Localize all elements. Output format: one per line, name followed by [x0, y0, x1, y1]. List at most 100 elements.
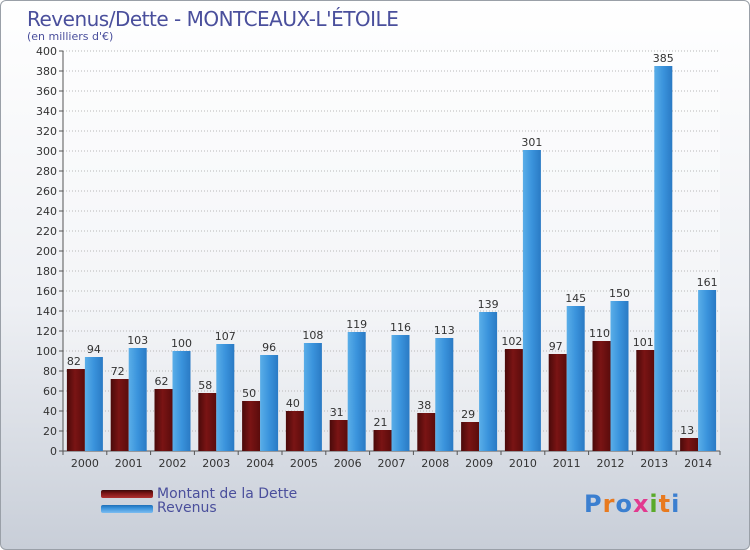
x-tick-label: 2013 — [640, 457, 668, 470]
bar-dette — [680, 438, 699, 451]
bar-dette — [636, 350, 655, 451]
bar-dette — [329, 420, 348, 451]
bar-revenus — [698, 290, 717, 451]
y-tick-label: 360 — [36, 85, 57, 98]
proxiti-logo: Proxiti — [584, 490, 681, 518]
data-label-dette: 50 — [242, 387, 256, 400]
x-tick-label: 2005 — [290, 457, 318, 470]
data-label-revenus: 113 — [434, 324, 455, 337]
legend-swatch-dette — [101, 490, 153, 498]
data-label-dette: 110 — [589, 327, 610, 340]
bar-dette — [242, 401, 261, 451]
legend-label-revenus: Revenus — [157, 500, 217, 516]
bar-dette — [373, 430, 392, 451]
x-tick-label: 2002 — [159, 457, 187, 470]
bar-revenus — [522, 150, 541, 451]
data-label-dette: 72 — [111, 365, 125, 378]
bar-revenus — [303, 343, 322, 451]
data-label-revenus: 94 — [87, 343, 101, 356]
bar-revenus — [260, 355, 279, 451]
bar-revenus — [216, 344, 235, 451]
data-label-revenus: 119 — [346, 318, 367, 331]
data-label-dette: 62 — [155, 375, 169, 388]
data-label-revenus: 385 — [653, 52, 674, 65]
bar-revenus — [391, 335, 410, 451]
bar-revenus — [610, 301, 629, 451]
data-label-revenus: 150 — [609, 287, 630, 300]
data-label-revenus: 116 — [390, 321, 411, 334]
legend-swatch-revenus — [101, 505, 153, 513]
y-tick-label: 400 — [36, 45, 57, 58]
bar-dette — [198, 393, 217, 451]
bar-dette — [548, 354, 567, 451]
data-label-dette: 21 — [374, 416, 388, 429]
data-label-revenus: 103 — [127, 334, 148, 347]
data-label-dette: 38 — [417, 399, 431, 412]
y-tick-label: 300 — [36, 145, 57, 158]
x-tick-label: 2010 — [509, 457, 537, 470]
data-label-revenus: 107 — [215, 330, 236, 343]
data-label-revenus: 161 — [697, 276, 718, 289]
y-tick-label: 60 — [43, 385, 57, 398]
x-tick-label: 2014 — [684, 457, 712, 470]
data-label-dette: 82 — [67, 355, 81, 368]
bar-dette — [66, 369, 85, 451]
chart-title: Revenus/Dette - MONTCEAUX-L'ÉTOILE — [27, 7, 399, 31]
x-tick-label: 2009 — [465, 457, 493, 470]
bar-revenus — [566, 306, 585, 451]
chart-subtitle: (en milliers d'€) — [27, 30, 114, 43]
bar-dette — [285, 411, 304, 451]
bar-dette — [154, 389, 173, 451]
bar-revenus — [172, 351, 191, 451]
bar-revenus — [128, 348, 147, 451]
x-tick-label: 2006 — [334, 457, 362, 470]
bar-dette — [504, 349, 523, 451]
data-label-dette: 29 — [461, 408, 475, 421]
x-tick-label: 2004 — [246, 457, 274, 470]
data-label-revenus: 100 — [171, 337, 192, 350]
data-label-revenus: 301 — [521, 136, 542, 149]
bar-dette — [417, 413, 436, 451]
data-label-revenus: 96 — [262, 341, 276, 354]
y-tick-label: 220 — [36, 225, 57, 238]
data-label-dette: 40 — [286, 397, 300, 410]
legend-label-dette: Montant de la Dette — [157, 486, 298, 502]
y-tick-label: 340 — [36, 105, 57, 118]
y-tick-label: 140 — [36, 305, 57, 318]
bar-revenus — [84, 357, 103, 451]
data-label-revenus: 108 — [302, 329, 323, 342]
y-tick-label: 40 — [43, 405, 57, 418]
data-label-dette: 58 — [198, 379, 212, 392]
bar-dette — [461, 422, 480, 451]
data-label-revenus: 139 — [478, 298, 499, 311]
data-label-dette: 101 — [633, 336, 654, 349]
data-label-dette: 13 — [680, 424, 694, 437]
y-tick-label: 280 — [36, 165, 57, 178]
data-label-revenus: 145 — [565, 292, 586, 305]
y-tick-label: 200 — [36, 245, 57, 258]
x-tick-label: 2011 — [553, 457, 581, 470]
y-tick-label: 180 — [36, 265, 57, 278]
bar-revenus — [435, 338, 454, 451]
bar-dette — [110, 379, 129, 451]
x-tick-label: 2008 — [421, 457, 449, 470]
y-tick-label: 20 — [43, 425, 57, 438]
x-tick-label: 2007 — [378, 457, 406, 470]
y-tick-label: 260 — [36, 185, 57, 198]
data-label-dette: 102 — [501, 335, 522, 348]
y-tick-label: 160 — [36, 285, 57, 298]
y-tick-label: 240 — [36, 205, 57, 218]
y-tick-label: 80 — [43, 365, 57, 378]
y-tick-label: 320 — [36, 125, 57, 138]
data-label-dette: 97 — [549, 340, 563, 353]
x-tick-label: 2003 — [202, 457, 230, 470]
bar-dette — [592, 341, 611, 451]
x-tick-label: 2000 — [71, 457, 99, 470]
data-label-dette: 31 — [330, 406, 344, 419]
y-tick-label: 100 — [36, 345, 57, 358]
bar-revenus — [347, 332, 366, 451]
y-tick-label: 120 — [36, 325, 57, 338]
y-tick-label: 380 — [36, 65, 57, 78]
